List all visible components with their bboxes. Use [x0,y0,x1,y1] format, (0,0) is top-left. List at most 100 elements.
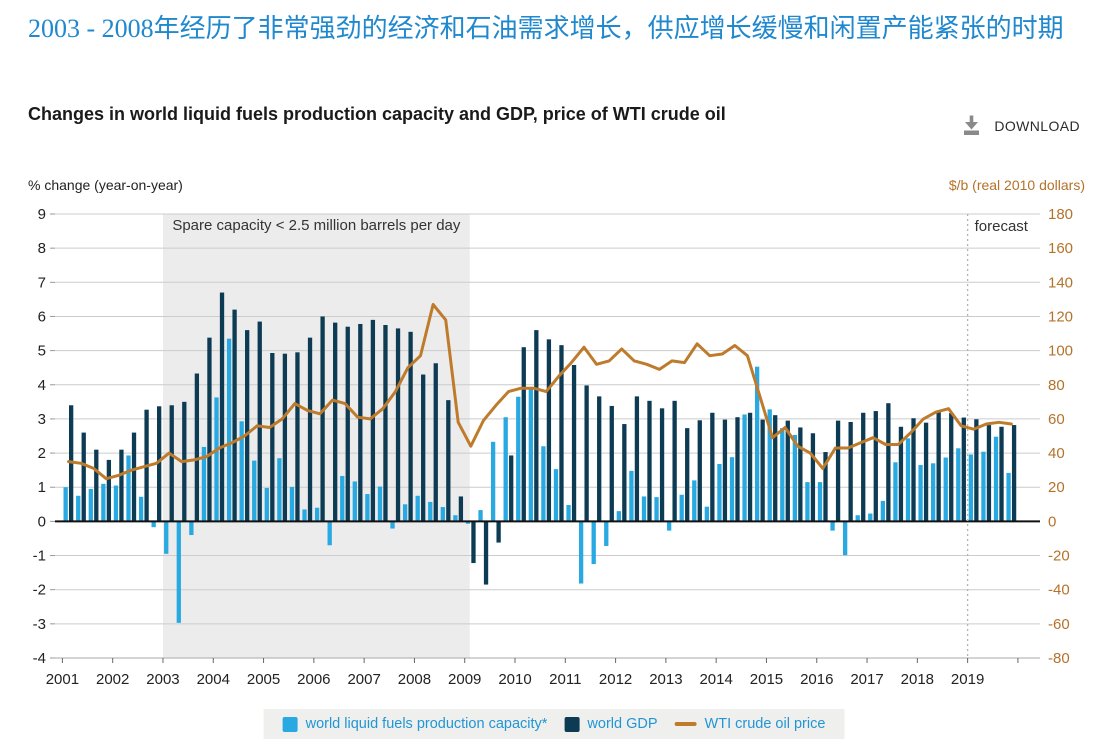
capacity-swatch [282,716,298,732]
gdp-bar [584,385,589,522]
gdp-bar [471,521,476,564]
gdp-bar [270,353,275,522]
x-axis: 2001 2002 2003 2004 2005 2006 2007 2008 2009 2010… [46,657,1040,688]
capacity-bar [780,428,785,522]
gdp-bar [936,410,941,522]
capacity-bar [327,521,332,546]
gdp-bar [1011,425,1017,522]
year-label: 2001 [46,671,79,688]
svg-text:8: 8 [38,240,46,257]
capacity-bar [742,414,747,522]
capacity-bar [189,521,194,536]
download-label: DOWNLOAD [994,117,1080,134]
gdp-bar [131,432,137,522]
left-axis-unit-label: % change (year-on-year) [28,177,183,193]
capacity-bar [88,488,93,522]
svg-text:0: 0 [1048,513,1056,530]
gdp-bar [974,419,979,522]
capacity-bar [63,487,68,522]
capacity-bar [264,487,269,522]
capacity-bar [805,482,810,522]
capacity-bar [402,504,408,522]
gdp-bar [395,328,401,522]
wti-line-swatch [674,722,697,726]
gdp-bar [986,425,992,522]
page-title: 2003 - 2008年经历了非常强劲的经济和石油需求增长，供应增长缓慢和闲置产… [28,14,1064,43]
gdp-bar [119,449,124,522]
capacity-bar [842,521,848,556]
gdp-bar [295,352,300,522]
svg-text:-4: -4 [33,650,46,667]
gdp-bar [622,424,627,522]
capacity-bar [692,480,697,522]
gdp-bar [521,347,526,522]
legend-label-capacity: world liquid fuels production capacity* [305,716,548,732]
capacity-bar [880,500,886,522]
legend-item-wti[interactable]: WTI crude oil price [674,716,826,732]
capacity-bar [113,485,119,522]
year-label: 2013 [649,671,682,688]
gdp-bar [157,406,162,522]
capacity-bar [754,366,760,522]
year-label: 2017 [850,671,883,688]
bars-capacity [63,338,1011,623]
gdp-bar [559,345,564,522]
year-label: 2009 [448,671,481,688]
capacity-bar [868,513,873,522]
svg-text:-20: -20 [1048,548,1070,565]
svg-text:-80: -80 [1048,650,1070,667]
capacity-bar [490,441,496,522]
gdp-bar [370,319,376,522]
gdp-bar [546,339,552,522]
gdp-bar [282,353,288,522]
left-axis-tick-labels: -4 -3 -2 -1 0 1 2 3 4 5 6 7 8 9 [33,206,46,667]
download-icon [964,115,980,135]
year-label: 2003 [146,671,179,688]
legend-item-capacity[interactable]: world liquid fuels production capacity* [282,716,548,732]
svg-text:4: 4 [38,377,46,394]
chart-plot-area: -4 -3 -2 -1 0 1 2 3 4 5 6 7 8 9 -80 -60 -40 -20 0 20 40 60 80 1… [33,206,1073,688]
capacity-bar [717,464,722,522]
download-button[interactable]: DOWNLOAD [960,114,1080,137]
capacity-bar [704,506,709,522]
gdp-bar [672,400,677,522]
gdp-bar [747,412,753,522]
gdp-bar [634,396,640,522]
gdp-bar [949,413,954,522]
gdp-bar [923,422,929,522]
gdp-bar [810,433,816,522]
svg-text:20: 20 [1048,479,1065,496]
svg-text:60: 60 [1048,411,1065,428]
gdp-bar [219,292,225,522]
svg-text:-40: -40 [1048,582,1070,599]
legend-item-gdp[interactable]: world GDP [564,716,658,732]
capacity-bar [981,451,986,522]
svg-text:1: 1 [38,479,46,496]
capacity-bar [390,521,395,529]
capacity-bar [465,521,471,524]
legend-label-wti: WTI crude oil price [704,716,826,732]
gdp-bar [823,452,828,522]
gdp-bar [798,427,803,522]
svg-text:5: 5 [38,343,46,360]
gdp-bar [483,521,489,585]
capacity-bar [453,515,458,522]
capacity-bar [729,457,735,522]
capacity-bar [566,504,571,522]
year-label: 2004 [197,671,230,688]
capacity-bar [138,496,144,522]
capacity-bar [918,465,923,522]
gdp-bar [848,421,853,522]
legend-label-gdp: world GDP [587,716,658,732]
capacity-bar [365,494,370,522]
year-label: 2018 [901,671,934,688]
gdp-bar [898,426,904,522]
capacity-bar [553,469,559,522]
gdp-bar [458,496,464,522]
capacity-bar [528,388,533,522]
capacity-bar [943,457,948,522]
wti-price-line [67,303,1013,481]
right-axis-tick-labels: -80 -60 -40 -20 0 20 40 60 80 100 120 140 160 180 [1048,206,1073,667]
gdp-bar [232,309,237,522]
capacity-bar [931,463,936,522]
